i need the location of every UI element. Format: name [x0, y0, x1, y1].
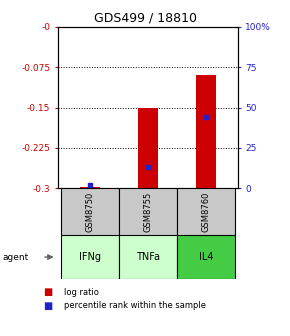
Text: percentile rank within the sample: percentile rank within the sample: [64, 301, 206, 310]
Text: IL4: IL4: [199, 252, 213, 262]
Text: GSM8755: GSM8755: [143, 192, 153, 232]
Text: ■: ■: [44, 287, 53, 297]
Text: agent: agent: [3, 253, 29, 261]
Bar: [80, 187, 100, 188]
Bar: [138, 108, 158, 188]
Text: TNFa: TNFa: [136, 252, 160, 262]
Bar: [177, 235, 235, 279]
Bar: [119, 235, 177, 279]
Bar: [196, 75, 216, 188]
Bar: [61, 235, 119, 279]
Text: IFNg: IFNg: [79, 252, 101, 262]
Text: GDS499 / 18810: GDS499 / 18810: [93, 12, 197, 25]
Bar: [61, 188, 119, 235]
Text: log ratio: log ratio: [64, 288, 99, 297]
Text: GSM8750: GSM8750: [85, 192, 95, 232]
Bar: [119, 188, 177, 235]
Bar: [177, 188, 235, 235]
Text: GSM8760: GSM8760: [201, 192, 211, 232]
Text: ■: ■: [44, 301, 53, 311]
